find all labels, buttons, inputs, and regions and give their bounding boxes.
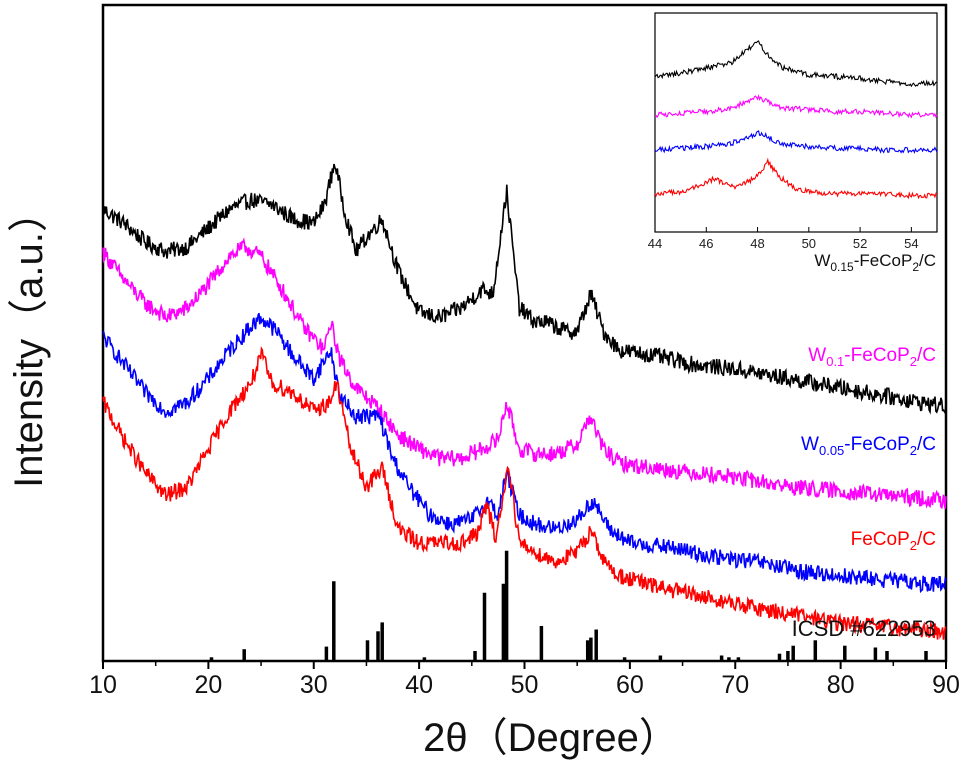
main-x-ticks: 10 20 30 40 50 60 70 80 90 bbox=[89, 661, 960, 699]
inset-tick-label: 54 bbox=[904, 236, 918, 251]
inset-plot: 44 46 48 50 52 54 W0.15​-FeCoP2​/C bbox=[648, 12, 938, 274]
series-label: W0.1​-FeCoP2​/C bbox=[808, 345, 936, 369]
series-line bbox=[102, 312, 947, 594]
main-plot-area: 10 20 30 40 50 60 70 80 90 W0.1​-FeCoP2​/C W0.05​… bbox=[89, 3, 960, 699]
x-tick-label: 80 bbox=[827, 671, 855, 699]
inset-frame bbox=[654, 12, 938, 233]
series-label: W0.05​-FeCoP2​/C bbox=[801, 434, 936, 458]
inset-tick-label: 48 bbox=[750, 236, 764, 251]
x-tick-label: 60 bbox=[616, 671, 644, 699]
series-line bbox=[102, 163, 947, 416]
inset-series-line bbox=[654, 157, 938, 200]
inset-series-line bbox=[654, 40, 938, 88]
series-line bbox=[102, 237, 947, 510]
x-tick-label: 10 bbox=[89, 671, 117, 699]
x-tick-label: 20 bbox=[194, 671, 222, 699]
inset-tick-label: 52 bbox=[853, 236, 867, 251]
inset-series-line bbox=[654, 94, 938, 119]
x-tick-label: 30 bbox=[300, 671, 328, 699]
x-tick-label: 50 bbox=[511, 671, 539, 699]
y-axis-title: Intensity（a.u.） bbox=[7, 192, 51, 488]
reference-sticks bbox=[209, 550, 928, 660]
x-tick-label: 90 bbox=[932, 671, 960, 699]
reference-label: ICSD #622953 bbox=[792, 616, 936, 641]
main-series-labels: W0.1​-FeCoP2​/C W0.05​-FeCoP2​/C FeCoP2​/C bbox=[801, 345, 936, 553]
inset-series-group bbox=[654, 40, 938, 200]
inset-tick-label: 46 bbox=[699, 236, 713, 251]
x-tick-label: 70 bbox=[721, 671, 749, 699]
series-label: W0.15​-FeCoP2​/C bbox=[814, 251, 936, 274]
x-axis-title: 2θ（Degree） bbox=[423, 716, 679, 760]
inset-tick-label: 50 bbox=[802, 236, 816, 251]
inset-series-label: W0.15​-FeCoP2​/C bbox=[814, 251, 936, 274]
main-series-group bbox=[102, 163, 947, 640]
series-label: FeCoP2​/C bbox=[851, 529, 936, 553]
inset-series-line bbox=[654, 130, 938, 154]
series-line bbox=[102, 346, 947, 640]
x-tick-label: 40 bbox=[405, 671, 433, 699]
inset-tick-label: 44 bbox=[648, 236, 662, 251]
inset-x-ticks: 44 46 48 50 52 54 bbox=[648, 227, 919, 251]
